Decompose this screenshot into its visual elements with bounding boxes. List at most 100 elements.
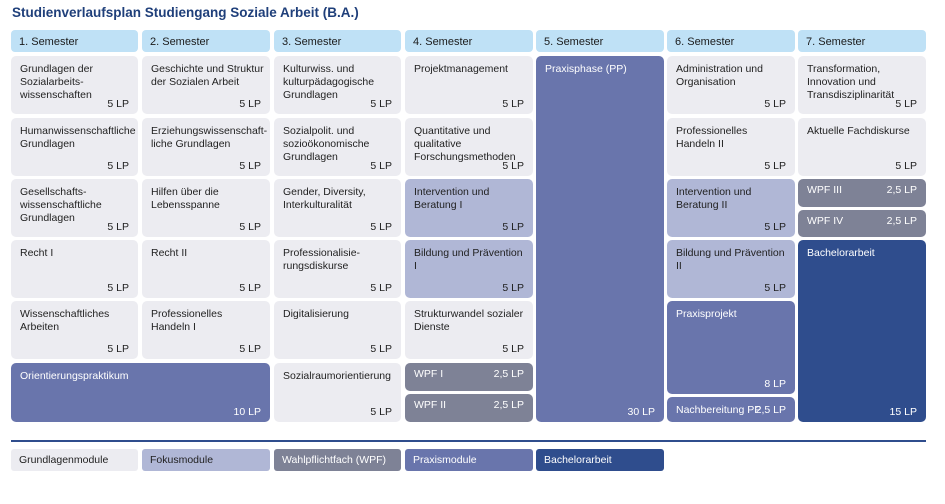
module-title: WPF IV: [807, 215, 844, 227]
semester-2-header: 2. Semester: [142, 30, 270, 52]
module-credits: 10 LP: [233, 406, 261, 418]
module-credits: 5 LP: [502, 282, 524, 294]
module-card-fokus: Bildung und Prävention II 5 LP: [667, 240, 795, 298]
module-card-wpf: WPF III 2,5 LP: [798, 179, 926, 207]
module-credits: 15 LP: [889, 406, 917, 418]
module-credits: 5 LP: [107, 160, 129, 172]
module-credits: 5 LP: [370, 343, 392, 355]
module-credits: 5 LP: [502, 343, 524, 355]
module-card: Transformation, Innovation und Transdisz…: [798, 56, 926, 114]
module-title: Hilfen über die Lebensspanne: [151, 186, 220, 211]
semester-6-header: 6. Semester: [667, 30, 795, 52]
module-title: Bildung und Prävention II: [676, 247, 785, 272]
module-title: Geschichte und Struktur der Sozialen Arb…: [151, 63, 264, 88]
module-card-praxis: Orientierungspraktikum 10 LP: [11, 363, 270, 422]
module-card-wpf: WPF IV 2,5 LP: [798, 210, 926, 237]
module-credits: 2,5 LP: [886, 215, 917, 227]
module-card: Recht II 5 LP: [142, 240, 270, 298]
module-credits: 5 LP: [107, 343, 129, 355]
module-title: Sozialpolit. und sozioökonomische Grundl…: [283, 125, 370, 163]
module-card: Administration und Organisation 5 LP: [667, 56, 795, 114]
module-credits: 5 LP: [764, 282, 786, 294]
module-title: Grundlagen der Sozialarbeits-wissenschaf…: [20, 63, 93, 101]
module-title: WPF II: [414, 399, 447, 411]
module-title: Intervention und Beratung I: [414, 186, 490, 211]
module-credits: 5 LP: [370, 98, 392, 110]
module-card: Hilfen über die Lebensspanne 5 LP: [142, 179, 270, 237]
module-title: Orientierungspraktikum: [20, 370, 129, 382]
module-title: Wissenschaftliches Arbeiten: [20, 308, 110, 333]
module-credits: 5 LP: [239, 343, 261, 355]
module-card: Wissenschaftliches Arbeiten 5 LP: [11, 301, 138, 359]
module-title: Projektmanagement: [414, 63, 508, 75]
module-credits: 5 LP: [239, 221, 261, 233]
module-credits: 2,5 LP: [493, 368, 524, 380]
legend-bachelorarbeit: Bachelorarbeit: [536, 449, 664, 471]
module-title: Bachelorarbeit: [807, 247, 875, 259]
module-card: Recht I 5 LP: [11, 240, 138, 298]
module-credits: 5 LP: [502, 160, 524, 172]
module-credits: 5 LP: [502, 221, 524, 233]
module-card: Digitalisierung 5 LP: [274, 301, 401, 359]
module-credits: 5 LP: [239, 98, 261, 110]
module-title: Bildung und Prävention I: [414, 247, 523, 272]
semester-4-header: 4. Semester: [405, 30, 533, 52]
module-card-praxis: Praxisprojekt 8 LP: [667, 301, 795, 394]
module-card-wpf: WPF I 2,5 LP: [405, 363, 533, 391]
module-credits: 5 LP: [895, 160, 917, 172]
module-title: Recht I: [20, 247, 54, 259]
module-title: Humanwissenschaftliche Grundlagen: [20, 125, 136, 150]
module-card: Geschichte und Struktur der Sozialen Arb…: [142, 56, 270, 114]
module-card-praxisphase: Praxisphase (PP) 30 LP: [536, 56, 664, 422]
module-credits: 5 LP: [895, 98, 917, 110]
module-credits: 5 LP: [370, 221, 392, 233]
legend-praxismodule: Praxismodule: [405, 449, 533, 471]
module-credits: 2,5 LP: [886, 184, 917, 196]
module-title: Recht II: [151, 247, 188, 259]
module-card: Sozialraumorientierung 5 LP: [274, 363, 401, 422]
module-card: Kulturwiss. und kulturpädagogische Grund…: [274, 56, 401, 114]
semester-1-header: 1. Semester: [11, 30, 138, 52]
module-card: Professionelles Handeln II 5 LP: [667, 118, 795, 176]
module-title: Digitalisierung: [283, 308, 349, 320]
module-credits: 5 LP: [239, 160, 261, 172]
module-title: Professionelles Handeln II: [676, 125, 748, 150]
module-title: Kulturwiss. und kulturpädagogische Grund…: [283, 63, 375, 101]
module-title: Administration und Organisation: [676, 63, 763, 88]
module-card: Professionalisie-rungsdiskurse 5 LP: [274, 240, 401, 298]
legend-wahlpflichtfach: Wahlpflichtfach (WPF): [274, 449, 401, 471]
module-card: Humanwissenschaftliche Grundlagen 5 LP: [11, 118, 138, 176]
module-title: Gesellschafts-wissenschaftliche Grundlag…: [20, 186, 102, 224]
semester-3-header: 3. Semester: [274, 30, 401, 52]
module-credits: 5 LP: [764, 160, 786, 172]
module-title: Nachbereitung PP: [676, 404, 762, 416]
module-credits: 8 LP: [764, 378, 786, 390]
semester-7-header: 7. Semester: [798, 30, 926, 52]
module-credits: 5 LP: [370, 406, 392, 418]
module-credits: 5 LP: [239, 282, 261, 294]
module-card-bachelorarbeit: Bachelorarbeit 15 LP: [798, 240, 926, 422]
module-title: Praxisphase (PP): [545, 63, 627, 75]
module-title: Strukturwandel sozialer Dienste: [414, 308, 524, 333]
module-card: Grundlagen der Sozialarbeits-wissenschaf…: [11, 56, 138, 114]
module-card: Professionelles Handeln I 5 LP: [142, 301, 270, 359]
module-card: Gender, Diversity, Interkulturalität 5 L…: [274, 179, 401, 237]
page-title: Studienverlaufsplan Studiengang Soziale …: [12, 5, 359, 20]
module-title: Erziehungswissenschaft-liche Grundlagen: [151, 125, 268, 150]
module-credits: 5 LP: [107, 98, 129, 110]
module-card: Quantitative und qualitative Forschungsm…: [405, 118, 533, 176]
module-title: Professionelles Handeln I: [151, 308, 223, 333]
module-card-fokus: Intervention und Beratung I 5 LP: [405, 179, 533, 237]
legend-fokusmodule: Fokusmodule: [142, 449, 270, 471]
module-credits: 5 LP: [764, 221, 786, 233]
module-credits: 30 LP: [627, 406, 655, 418]
legend-grundlagenmodule: Grundlagenmodule: [11, 449, 138, 471]
module-card-wpf: WPF II 2,5 LP: [405, 394, 533, 422]
module-title: Transformation, Innovation und Transdisz…: [807, 63, 895, 101]
legend-divider: [11, 440, 926, 442]
module-title: WPF III: [807, 184, 842, 196]
module-title: Professionalisie-rungsdiskurse: [283, 247, 361, 272]
module-card: Strukturwandel sozialer Dienste 5 LP: [405, 301, 533, 359]
module-card: Erziehungswissenschaft-liche Grundlagen …: [142, 118, 270, 176]
module-credits: 5 LP: [764, 98, 786, 110]
